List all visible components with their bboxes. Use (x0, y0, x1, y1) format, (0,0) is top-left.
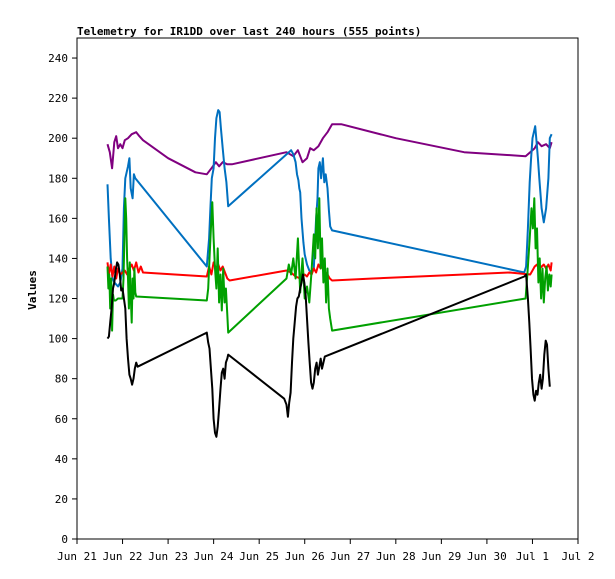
x-tick-label: Jul 2 (561, 550, 594, 563)
series-line-3 (106, 261, 553, 282)
y-axis-label: Values (26, 270, 39, 310)
x-tick-label: Jun 24 (194, 550, 234, 563)
plot-area (76, 37, 579, 540)
y-tick-label: 60 (55, 413, 68, 426)
y-tick-label: 140 (48, 252, 68, 265)
series-layer (106, 109, 553, 438)
y-tick-label: 220 (48, 92, 68, 105)
x-tick-label: Jun 26 (285, 550, 325, 563)
x-tick-label: Jun 22 (103, 550, 143, 563)
chart-title: Telemetry for IR1DD over last 240 hours … (77, 25, 421, 38)
x-tick-label: Jul 1 (516, 550, 549, 563)
x-tick-label: Jun 25 (239, 550, 279, 563)
x-tick-label: Jun 21 (57, 550, 97, 563)
x-tick-label: Jun 23 (148, 550, 188, 563)
y-tick-label: 160 (48, 212, 68, 225)
x-tick-label: Jun 28 (376, 550, 416, 563)
y-tick-label: 40 (55, 453, 68, 466)
y-tick-label: 80 (55, 373, 68, 386)
y-tick-label: 180 (48, 172, 68, 185)
x-tick-label: Jun 30 (467, 550, 507, 563)
series-line-5 (106, 261, 551, 438)
x-tick-label: Jun 29 (421, 550, 461, 563)
series-line-4 (106, 197, 553, 334)
y-tick-label: 200 (48, 132, 68, 145)
y-tick-label: 0 (61, 533, 68, 546)
y-tick-label: 240 (48, 52, 68, 65)
x-axis: Jun 21 Jun 22 Jun 23 Jun 24 Jun 25 Jun 26 Jun … (57, 539, 595, 563)
y-tick-label: 20 (55, 493, 68, 506)
y-axis: 0 20 40 60 80 100 120 140 160 180 200 220 240 (48, 52, 77, 546)
y-tick-label: 100 (48, 333, 68, 346)
series-line-2 (106, 109, 553, 288)
x-tick-label: Jun 27 (330, 550, 370, 563)
series-line-1 (106, 123, 553, 176)
y-tick-label: 120 (48, 293, 68, 306)
